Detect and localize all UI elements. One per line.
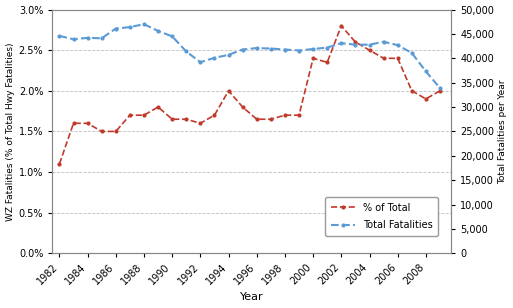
Total Fatalities: [141, 22, 147, 26]
% of Total: [352, 40, 359, 44]
% of Total: [296, 113, 302, 117]
Line: % of Total: % of Total: [57, 24, 442, 166]
Total Fatalities: [211, 56, 218, 60]
% of Total: [183, 117, 189, 121]
Total Fatalities: [338, 41, 344, 45]
Total Fatalities: [352, 43, 359, 47]
Total Fatalities: [310, 47, 316, 51]
% of Total: [56, 162, 63, 166]
Total Fatalities: [70, 38, 76, 41]
Total Fatalities: [366, 43, 372, 47]
Total Fatalities: [253, 46, 260, 50]
% of Total: [141, 113, 147, 117]
% of Total: [253, 117, 260, 121]
% of Total: [155, 105, 161, 109]
X-axis label: Year: Year: [240, 292, 264, 302]
% of Total: [381, 56, 387, 60]
% of Total: [282, 113, 288, 117]
Total Fatalities: [409, 51, 415, 55]
% of Total: [127, 113, 133, 117]
Total Fatalities: [324, 46, 330, 49]
Total Fatalities: [98, 36, 105, 40]
Total Fatalities: [423, 70, 429, 73]
Total Fatalities: [394, 43, 401, 47]
Total Fatalities: [296, 49, 302, 52]
Total Fatalities: [282, 48, 288, 51]
Total Fatalities: [169, 34, 175, 38]
% of Total: [85, 121, 91, 125]
Total Fatalities: [240, 48, 246, 51]
Total Fatalities: [155, 29, 161, 33]
Total Fatalities: [113, 27, 119, 30]
% of Total: [169, 117, 175, 121]
% of Total: [437, 89, 443, 93]
% of Total: [324, 60, 330, 64]
Legend: % of Total, Total Fatalities: % of Total, Total Fatalities: [325, 197, 439, 236]
Total Fatalities: [183, 50, 189, 53]
Total Fatalities: [268, 47, 274, 51]
Total Fatalities: [381, 40, 387, 43]
Y-axis label: Total Fatalities per Year: Total Fatalities per Year: [499, 79, 507, 184]
% of Total: [394, 56, 401, 60]
% of Total: [409, 89, 415, 93]
% of Total: [310, 56, 316, 60]
Total Fatalities: [437, 86, 443, 90]
% of Total: [198, 121, 204, 125]
% of Total: [98, 130, 105, 133]
Y-axis label: WZ Fatalities (% of Total Hwy Fatalities): WZ Fatalities (% of Total Hwy Fatalities…: [6, 42, 14, 221]
Total Fatalities: [127, 25, 133, 29]
% of Total: [113, 130, 119, 133]
Total Fatalities: [56, 34, 63, 38]
Line: Total Fatalities: Total Fatalities: [57, 22, 442, 90]
% of Total: [70, 121, 76, 125]
Total Fatalities: [226, 53, 232, 57]
Total Fatalities: [85, 36, 91, 40]
% of Total: [366, 48, 372, 52]
% of Total: [423, 97, 429, 101]
% of Total: [211, 113, 218, 117]
% of Total: [240, 105, 246, 109]
Total Fatalities: [198, 60, 204, 64]
% of Total: [226, 89, 232, 93]
% of Total: [338, 24, 344, 28]
% of Total: [268, 117, 274, 121]
